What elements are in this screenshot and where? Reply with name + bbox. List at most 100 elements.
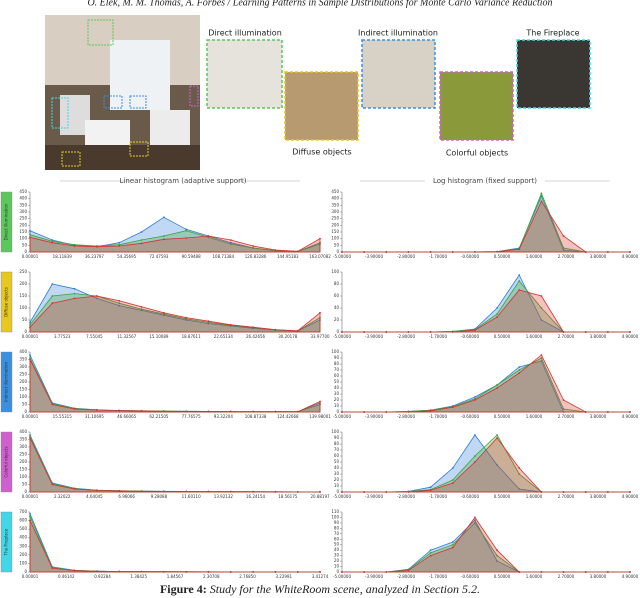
histogram-point <box>385 571 388 573</box>
histogram-point <box>73 408 76 410</box>
histogram-point <box>140 490 143 493</box>
histogram-point <box>429 486 432 489</box>
histogram-point <box>73 292 76 295</box>
histogram-point <box>274 490 277 493</box>
histogram-point <box>140 570 143 573</box>
histogram-point <box>385 491 388 493</box>
y-tick-label: 40 <box>334 465 340 470</box>
y-tick-label: 80 <box>334 525 340 530</box>
x-tick-label: 3.80000 <box>590 414 607 419</box>
histogram-point <box>496 387 498 389</box>
x-tick-label: 3.77523 <box>54 334 71 339</box>
x-tick-label: 3.80000 <box>590 494 607 499</box>
x-tick-label: 0.46142 <box>58 574 75 579</box>
histogram-point <box>451 467 454 469</box>
x-tick-label: 0.00001 <box>22 574 39 579</box>
y-tick-label: 100 <box>331 429 339 434</box>
histogram-point <box>385 411 388 413</box>
histogram-area <box>29 434 321 493</box>
histogram-area <box>342 289 630 333</box>
histogram-point <box>73 569 76 572</box>
y-tick-label: 0 <box>24 249 27 254</box>
histogram-point <box>162 490 165 493</box>
x-tick-label: -0.60000 <box>461 334 479 339</box>
histogram-point <box>185 570 188 573</box>
x-tick-label: 15.55315 <box>53 414 73 419</box>
y-tick-label: 250 <box>19 269 27 274</box>
histogram-point <box>185 228 188 231</box>
y-tick-label: 0 <box>24 409 27 414</box>
histogram-point <box>274 249 277 251</box>
x-tick-label: -3.90000 <box>365 494 383 499</box>
histogram-point <box>252 326 254 329</box>
histogram-area <box>342 194 630 253</box>
histogram-point <box>562 399 565 401</box>
y-tick-label: 0 <box>336 489 339 494</box>
histogram-point <box>518 280 521 282</box>
histogram-point <box>96 295 98 297</box>
histogram-point <box>51 240 54 243</box>
histogram-point <box>29 519 31 522</box>
y-tick-label: 90 <box>334 355 340 360</box>
histogram-point <box>207 320 210 323</box>
y-tick-label: 200 <box>19 459 27 464</box>
histogram-point <box>252 245 254 247</box>
x-tick-label: 0.00001 <box>22 254 39 259</box>
histogram-area <box>342 516 630 573</box>
histogram-point <box>496 307 498 309</box>
histogram-point <box>606 251 609 253</box>
insets: Direct illumination Diffuse objects Indi… <box>206 29 591 158</box>
histogram-point <box>363 331 366 333</box>
y-tick-label: 400 <box>19 349 27 354</box>
x-tick-label: 20.88197 <box>310 494 330 499</box>
inset-label: Direct illumination <box>208 29 282 38</box>
histogram-point <box>29 233 31 236</box>
histogram-point <box>474 329 476 332</box>
histogram-point <box>341 331 343 333</box>
y-tick-label: 150 <box>19 467 27 472</box>
histogram-point <box>540 192 543 195</box>
histogram-area <box>29 516 321 573</box>
x-tick-label: 163.07082 <box>309 254 331 259</box>
histogram-point <box>341 571 343 573</box>
histogram-point <box>540 200 543 203</box>
histogram-point <box>29 321 31 324</box>
histogram-area <box>342 192 630 253</box>
histogram-area <box>342 200 630 253</box>
y-tick-label: 100 <box>331 514 339 519</box>
histogram-point <box>229 571 232 573</box>
histogram-point <box>207 235 210 237</box>
histogram-point <box>629 251 631 253</box>
y-tick-label: 200 <box>19 222 27 227</box>
histogram-point <box>252 247 254 249</box>
histogram-point <box>51 241 54 244</box>
y-tick-label: 100 <box>331 349 339 354</box>
x-tick-label: 0.50000 <box>494 414 511 419</box>
histogram-point <box>429 489 432 492</box>
histogram-point <box>451 482 454 484</box>
histogram-point <box>407 251 410 253</box>
x-tick-label: 2.30708 <box>203 574 220 579</box>
y-tick-label: 60 <box>334 293 340 298</box>
histogram-point <box>474 250 476 253</box>
histogram-point <box>140 308 143 311</box>
caption-text: Study for the WhiteRoom scene, analyzed … <box>210 582 480 596</box>
x-tick-label: -3.90000 <box>365 334 383 339</box>
x-tick-label: 6.96066 <box>118 494 135 499</box>
x-tick-label: -1.70000 <box>429 254 447 259</box>
x-tick-label: 3.80000 <box>590 334 607 339</box>
x-tick-label: 72.47593 <box>149 254 169 259</box>
histogram-area <box>29 359 321 413</box>
histogram-point <box>51 403 54 406</box>
histogram-point <box>451 546 454 549</box>
x-tick-label: -2.80000 <box>397 574 415 579</box>
histogram-point <box>474 434 476 436</box>
histogram-point <box>496 554 498 557</box>
x-tick-label: 18.11839 <box>53 254 73 259</box>
histogram-point <box>540 354 543 356</box>
x-tick-label: 2.70000 <box>558 574 575 579</box>
x-tick-label: 2.70000 <box>558 254 575 259</box>
histogram-point <box>162 235 165 237</box>
histogram-point <box>496 250 498 253</box>
x-tick-label: 26.42656 <box>246 334 266 339</box>
